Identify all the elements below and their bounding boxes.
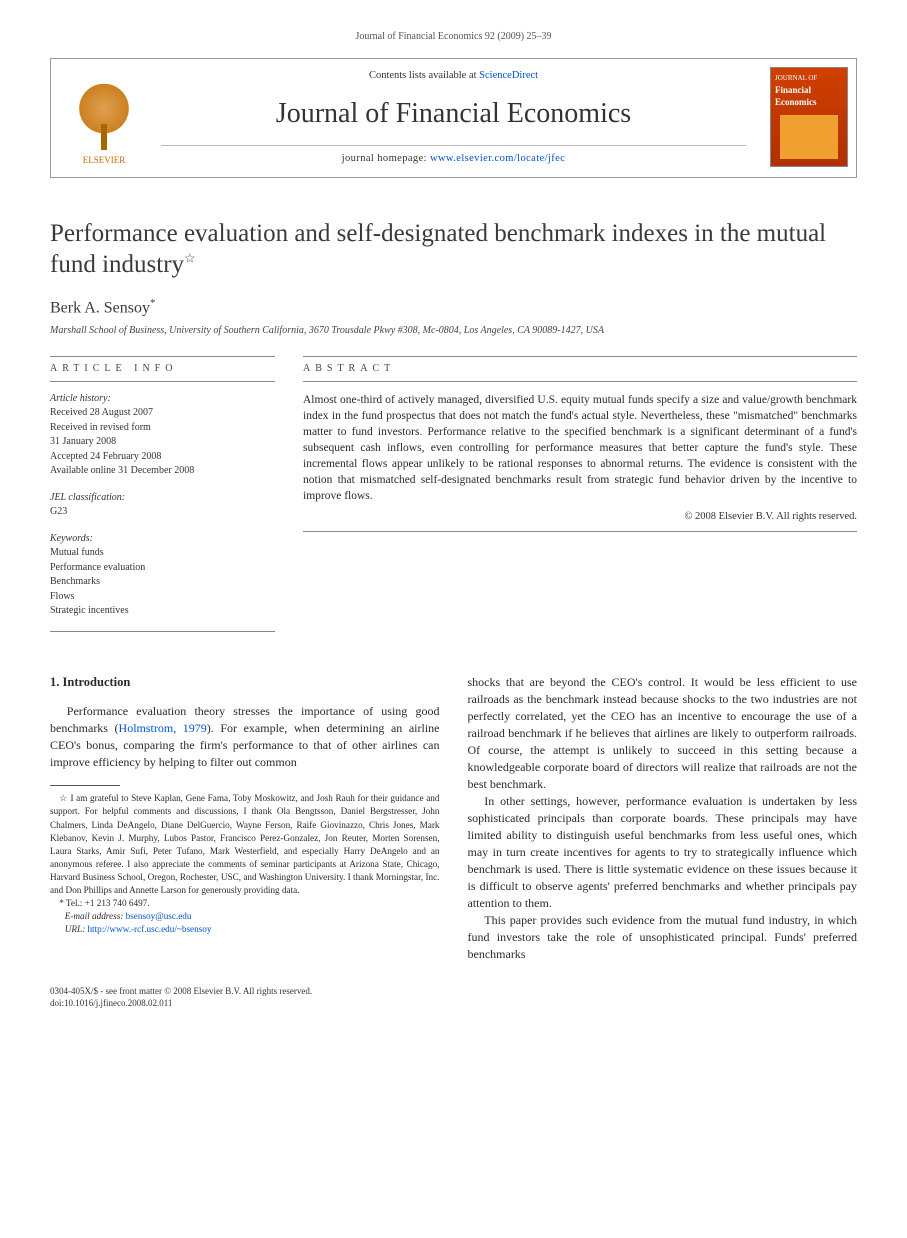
email-footnote: E-mail address: bsensoy@usc.edu — [50, 910, 440, 923]
cover-line1: JOURNAL OF — [775, 74, 843, 84]
author-email-link[interactable]: bsensoy@usc.edu — [126, 911, 192, 921]
body-paragraph: Performance evaluation theory stresses t… — [50, 703, 440, 771]
footnotes-block: ☆ I am grateful to Steve Kaplan, Gene Fa… — [50, 792, 440, 936]
contents-prefix: Contents lists available at — [369, 70, 479, 81]
jel-code: G23 — [50, 505, 275, 520]
author-url-link[interactable]: http://www.-rcf.usc.edu/~bsensoy — [87, 924, 211, 934]
elsevier-tree-icon — [74, 84, 134, 154]
running-head: Journal of Financial Economics 92 (2009)… — [50, 30, 857, 44]
doi-line: doi:10.1016/j.jfineco.2008.02.011 — [50, 997, 857, 1009]
article-title: Performance evaluation and self-designat… — [50, 218, 857, 281]
history-line: Received in revised form — [50, 421, 275, 436]
body-column-right: shocks that are beyond the CEO's control… — [468, 674, 858, 964]
history-label: Article history: — [50, 392, 275, 407]
abstract-heading: ABSTRACT — [303, 356, 857, 382]
history-line: Available online 31 December 2008 — [50, 464, 275, 479]
elsevier-logo: ELSEVIER — [59, 67, 149, 167]
sciencedirect-link[interactable]: ScienceDirect — [479, 70, 538, 81]
front-matter-line: 0304-405X/$ - see front matter © 2008 El… — [50, 985, 857, 997]
elsevier-label: ELSEVIER — [83, 154, 126, 167]
affiliation: Marshall School of Business, University … — [50, 324, 857, 338]
corresponding-marker: * — [150, 297, 156, 309]
journal-homepage-line: journal homepage: www.elsevier.com/locat… — [161, 145, 746, 167]
homepage-prefix: journal homepage: — [342, 153, 430, 164]
title-footnote-marker: ☆ — [184, 250, 196, 265]
journal-cover-thumbnail: JOURNAL OF Financial Economics — [770, 67, 848, 167]
cover-line2: Financial — [775, 84, 843, 97]
article-info-column: ARTICLE INFO Article history: Received 2… — [50, 356, 275, 632]
keyword: Strategic incentives — [50, 604, 275, 619]
journal-title: Journal of Financial Economics — [161, 94, 746, 133]
citation-link[interactable]: Holmstrom, 1979 — [119, 721, 207, 735]
keyword: Mutual funds — [50, 546, 275, 561]
url-footnote: URL: http://www.-rcf.usc.edu/~bsensoy — [50, 923, 440, 936]
history-line: Accepted 24 February 2008 — [50, 450, 275, 465]
history-line: 31 January 2008 — [50, 435, 275, 450]
article-title-text: Performance evaluation and self-designat… — [50, 220, 826, 278]
body-paragraph: In other settings, however, performance … — [468, 793, 858, 912]
email-label: E-mail address: — [65, 911, 124, 921]
keyword: Benchmarks — [50, 575, 275, 590]
body-two-column: 1. Introduction Performance evaluation t… — [50, 674, 857, 964]
tel-footnote: * Tel.: +1 213 740 6497. — [50, 897, 440, 910]
contents-available-line: Contents lists available at ScienceDirec… — [161, 69, 746, 84]
info-bottom-rule — [50, 631, 275, 632]
section-heading: 1. Introduction — [50, 674, 440, 692]
jel-label: JEL classification: — [50, 491, 275, 506]
jel-block: JEL classification: G23 — [50, 491, 275, 520]
article-history-block: Article history: Received 28 August 2007… — [50, 392, 275, 479]
body-paragraph: shocks that are beyond the CEO's control… — [468, 674, 858, 793]
keyword: Flows — [50, 590, 275, 605]
author-name: Berk A. Sensoy — [50, 299, 150, 316]
masthead: ELSEVIER JOURNAL OF Financial Economics … — [50, 58, 857, 178]
abstract-copyright: © 2008 Elsevier B.V. All rights reserved… — [303, 510, 857, 525]
abstract-column: ABSTRACT Almost one-third of actively ma… — [303, 356, 857, 632]
keywords-block: Keywords: Mutual funds Performance evalu… — [50, 532, 275, 619]
journal-homepage-link[interactable]: www.elsevier.com/locate/jfec — [430, 153, 565, 164]
body-paragraph: This paper provides such evidence from t… — [468, 912, 858, 963]
abstract-text: Almost one-third of actively managed, di… — [303, 392, 857, 505]
history-line: Received 28 August 2007 — [50, 406, 275, 421]
cover-image-placeholder — [780, 115, 838, 159]
keywords-label: Keywords: — [50, 532, 275, 547]
article-info-heading: ARTICLE INFO — [50, 356, 275, 382]
footnote-rule — [50, 785, 120, 786]
url-label: URL: — [65, 924, 85, 934]
abstract-bottom-rule — [303, 531, 857, 532]
page-footer-meta: 0304-405X/$ - see front matter © 2008 El… — [50, 985, 857, 1009]
body-column-left: 1. Introduction Performance evaluation t… — [50, 674, 440, 964]
keyword: Performance evaluation — [50, 561, 275, 576]
acknowledgements-footnote: ☆ I am grateful to Steve Kaplan, Gene Fa… — [50, 792, 440, 897]
author-line: Berk A. Sensoy* — [50, 296, 857, 320]
cover-line3: Economics — [775, 96, 843, 109]
